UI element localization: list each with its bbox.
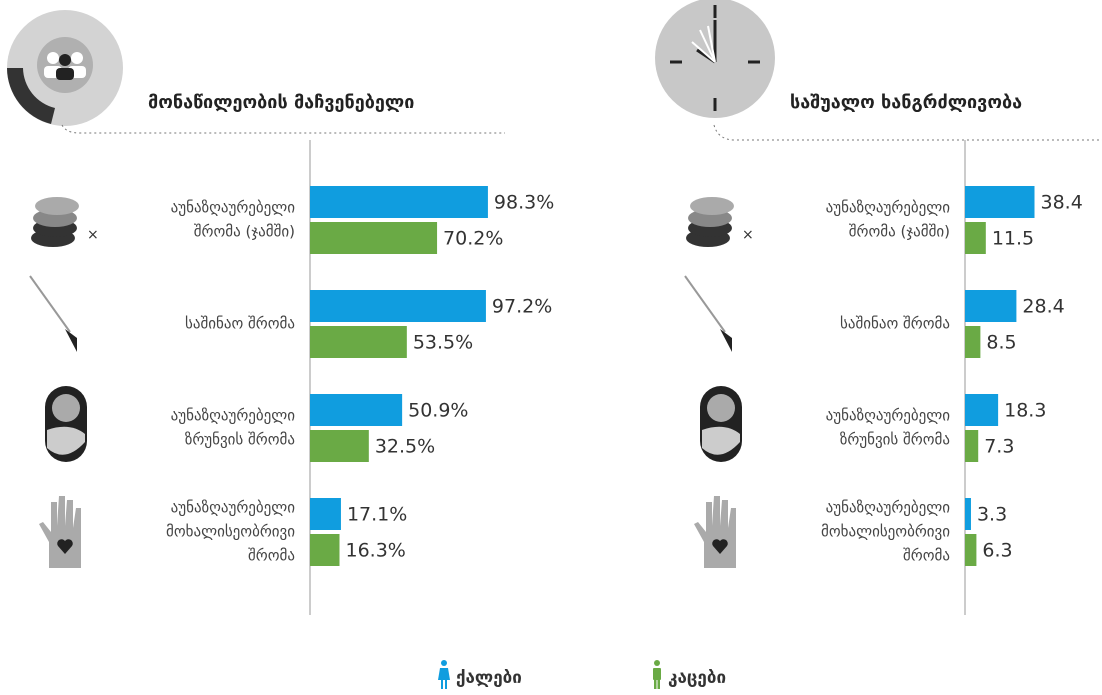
baby-blanket: [702, 426, 740, 455]
category-label: ზრუნვის შრომა: [840, 431, 950, 449]
bar: [310, 186, 488, 218]
legend-icon-women: [438, 660, 450, 689]
bar: [965, 290, 1017, 322]
chart-title: საშუალო ხანგრძლივობა: [790, 92, 1022, 113]
broom-head: [720, 329, 732, 352]
bar: [310, 430, 369, 462]
hand-icon: [39, 496, 81, 568]
baby-blanket: [47, 426, 85, 455]
broom-icon: [684, 275, 732, 352]
value-label: 50.9%: [408, 400, 468, 422]
broom-head: [65, 329, 77, 352]
value-label: 16.3%: [346, 540, 406, 562]
times: ×: [87, 227, 99, 243]
coins-icon: ×: [31, 197, 99, 247]
category-label: საშინაო შრომა: [185, 315, 295, 333]
value-label: 70.2%: [443, 228, 503, 250]
legend-label: ქალები: [456, 668, 522, 688]
hand: [694, 496, 736, 568]
bar: [310, 290, 486, 322]
broom-icon: [29, 275, 77, 352]
bar: [965, 394, 999, 426]
value-label: 38.4: [1041, 192, 1083, 214]
bar: [310, 222, 438, 254]
category-label: შრომა (ჯამში): [849, 223, 950, 241]
bar: [965, 498, 971, 530]
value-label: 28.4: [1022, 296, 1064, 318]
value-label: 8.5: [986, 332, 1016, 354]
bar: [965, 430, 979, 462]
coins-icon: ×: [686, 197, 754, 247]
value-label: 32.5%: [375, 436, 435, 458]
coin: [690, 197, 734, 215]
value-label: 11.5: [992, 228, 1034, 250]
value-label: 3.3: [977, 504, 1007, 526]
broom-handle: [684, 275, 726, 333]
category-label: აუნაზღაურებელი: [171, 407, 296, 425]
value-label: 97.2%: [492, 296, 552, 318]
baby-icon: [700, 386, 742, 462]
bar: [965, 222, 986, 254]
category-label: ზრუნვის შრომა: [185, 431, 295, 449]
value-label: 53.5%: [413, 332, 473, 354]
heart: [57, 539, 73, 554]
hand-icon: [694, 496, 736, 568]
hand: [39, 496, 81, 568]
bar: [310, 394, 403, 426]
bar: [310, 498, 341, 530]
category-label: საშინაო შრომა: [840, 315, 950, 333]
value-label: 18.3: [1004, 400, 1046, 422]
value-label: 7.3: [984, 436, 1014, 458]
heart: [712, 539, 728, 554]
category-label: აუნაზღაურებელი: [826, 407, 951, 425]
value-label: 98.3%: [494, 192, 554, 214]
broom-handle: [29, 275, 71, 333]
coin: [35, 197, 79, 215]
divider: [61, 124, 505, 134]
value-label: 17.1%: [347, 504, 407, 526]
category-label: მოხალისეობრივი: [821, 523, 950, 541]
value-label: 6.3: [982, 540, 1012, 562]
bar: [965, 534, 977, 566]
bar: [965, 186, 1035, 218]
chart-title: მონაწილეობის მაჩვენებელი: [148, 92, 414, 113]
bar: [310, 326, 407, 358]
category-label: შრომა: [248, 547, 295, 565]
bar: [965, 326, 981, 358]
category-label: აუნაზღაურებელი: [171, 499, 296, 517]
category-label: შრომა (ჯამში): [194, 223, 295, 241]
legend-label: კაცები: [668, 668, 726, 688]
divider: [713, 124, 1102, 141]
baby-icon: [45, 386, 87, 462]
times: ×: [742, 227, 754, 243]
category-label: აუნაზღაურებელი: [171, 199, 296, 217]
category-label: მოხალისეობრივი: [166, 523, 295, 541]
baby-face: [52, 394, 80, 422]
baby-face: [707, 394, 735, 422]
bar: [310, 534, 340, 566]
participation-icon: [7, 10, 123, 126]
clock-icon: [655, 0, 775, 118]
category-label: აუნაზღაურებელი: [826, 199, 951, 217]
category-label: აუნაზღაურებელი: [826, 499, 951, 517]
legend-icon-men: [653, 660, 661, 689]
category-label: შრომა: [903, 547, 950, 565]
